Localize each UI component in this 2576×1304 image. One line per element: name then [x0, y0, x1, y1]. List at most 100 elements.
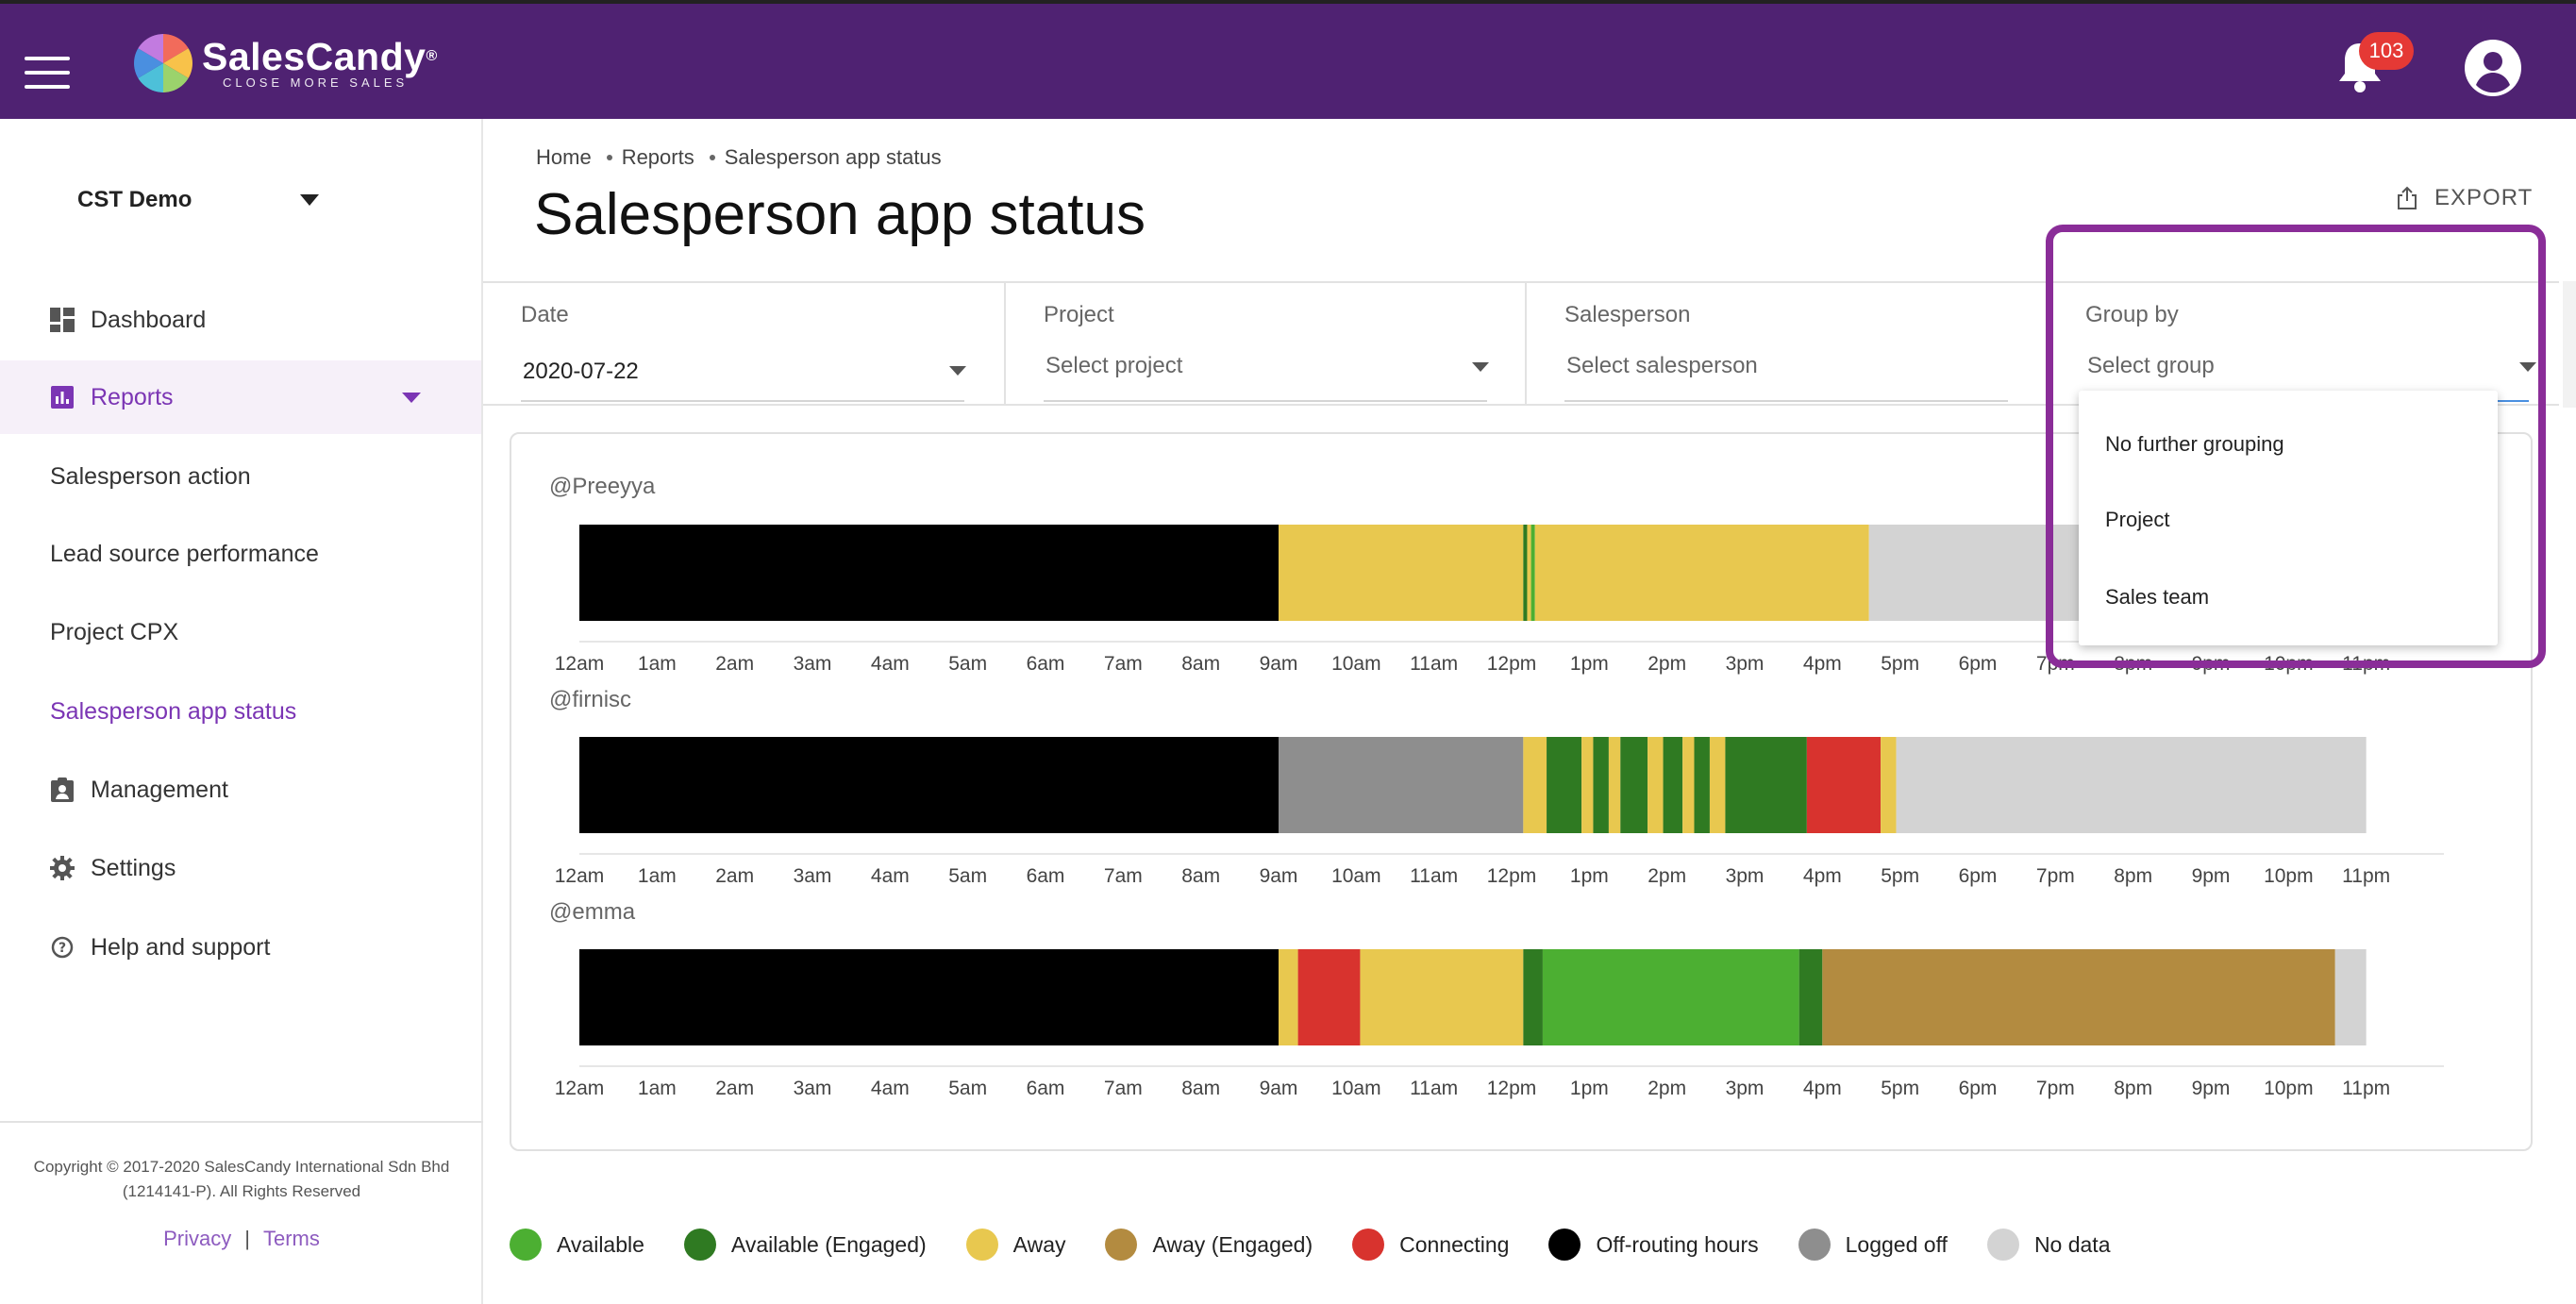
top-app-bar: SalesCandy® CLOSE MORE SALES 103: [0, 0, 2576, 119]
x-tick-label: 9am: [1260, 1078, 1298, 1099]
x-tick-label: 2pm: [1648, 1078, 1686, 1099]
scrollbar[interactable]: [2563, 281, 2576, 408]
logo-ball-icon: [134, 34, 192, 92]
timeline-segment: [1523, 737, 1547, 833]
project-filter-underline: [1044, 400, 1487, 402]
x-tick-label: 6am: [1027, 1078, 1065, 1099]
x-tick-label: 8pm: [2114, 865, 2152, 887]
timeline-segment: [579, 949, 1279, 1045]
clipboard-icon: [49, 777, 75, 803]
privacy-link[interactable]: Privacy: [163, 1227, 232, 1250]
timeline-segment: [1297, 949, 1361, 1045]
legend: Available Available (Engaged) Away Away …: [510, 1229, 2150, 1261]
copyright: Copyright © 2017-2020 SalesCandy Interna…: [0, 1155, 483, 1204]
legend-label: Away: [1012, 1231, 1066, 1257]
user-avatar-icon[interactable]: [2465, 40, 2521, 96]
sidebar-item-reports[interactable]: Reports: [0, 360, 481, 434]
x-tick-label: 5pm: [1881, 865, 1919, 887]
copyright-line-1: Copyright © 2017-2020 SalesCandy Interna…: [33, 1158, 450, 1176]
x-tick-label: 12pm: [1487, 1078, 1537, 1099]
timeline-segment: [579, 737, 1279, 833]
group-by-select[interactable]: Select group: [2087, 353, 2215, 378]
x-tick-label: 6pm: [1959, 1078, 1998, 1099]
salesperson-filter[interactable]: Salesperson Select salesperson: [1527, 283, 2048, 406]
org-caret-icon[interactable]: [300, 194, 319, 206]
sidebar-item-help-and-support[interactable]: ? Help and support: [0, 911, 481, 984]
timeline-segment: [1822, 949, 2335, 1045]
legend-item-away-engaged: Away (Engaged): [1105, 1229, 1313, 1261]
legend-swatch: [1352, 1229, 1385, 1261]
x-tick-label: 1am: [638, 865, 677, 887]
x-tick-label: 9am: [1260, 865, 1298, 887]
x-tick-label: 6am: [1027, 865, 1065, 887]
x-tick-label: 8pm: [2114, 1078, 2152, 1099]
chevron-down-icon[interactable]: [2519, 362, 2536, 372]
x-tick-label: 12pm: [1487, 865, 1537, 887]
sidebar-item-management[interactable]: Management: [0, 753, 481, 827]
x-tick-label: 2am: [715, 653, 754, 675]
x-tick-label: 1pm: [1570, 653, 1609, 675]
sidebar-item-project-cpx[interactable]: Project CPX: [0, 595, 481, 669]
legend-label: Away (Engaged): [1152, 1231, 1313, 1257]
timeline-segment: [1806, 737, 1882, 833]
timeline-segment: [1279, 737, 1524, 833]
project-filter-label: Project: [1044, 302, 1114, 327]
chevron-down-icon[interactable]: [949, 366, 966, 376]
sidebar-item-salesperson-app-status[interactable]: Salesperson app status: [0, 675, 481, 748]
x-tick-label: 11pm: [2342, 1078, 2390, 1099]
timeline-segment: [1709, 737, 1726, 833]
group-by-filter-label: Group by: [2085, 302, 2179, 327]
terms-link[interactable]: Terms: [262, 1227, 320, 1250]
salesperson-select[interactable]: Select salesperson: [1566, 353, 1758, 378]
group-option-no-further-grouping[interactable]: No further grouping: [2105, 432, 2284, 456]
breadcrumb-reports[interactable]: Reports: [621, 145, 694, 169]
timeline-segment: [1593, 737, 1609, 833]
footer-separator: |: [244, 1227, 250, 1250]
timeline-segment: [1694, 737, 1710, 833]
breadcrumb-home[interactable]: Home: [536, 145, 592, 169]
x-tick-label: 7pm: [2036, 865, 2075, 887]
series-name: @firnisc: [549, 687, 632, 712]
sidebar-item-dashboard[interactable]: Dashboard: [0, 283, 481, 357]
x-tick-label: 7am: [1104, 1078, 1143, 1099]
legend-item-available: Available: [510, 1229, 644, 1261]
sidebar-item-label: Salesperson action: [50, 462, 251, 490]
timeline-segment: [1581, 737, 1594, 833]
sidebar: CST Demo Dashboard Reports Salesperson a…: [0, 119, 483, 1304]
x-tick-label: 1am: [638, 1078, 677, 1099]
legend-label: Logged off: [1845, 1231, 1948, 1257]
legend-label: No data: [2033, 1231, 2111, 1257]
x-tick-label: 1pm: [1570, 865, 1609, 887]
export-button[interactable]: EXPORT: [2397, 185, 2533, 211]
x-tick-label: 6am: [1027, 653, 1065, 675]
x-tick-label: 9pm: [2192, 865, 2231, 887]
chevron-down-icon[interactable]: [402, 393, 421, 403]
brand-logo[interactable]: SalesCandy® CLOSE MORE SALES: [134, 34, 438, 92]
x-tick-label: 10pm: [2264, 865, 2314, 887]
sidebar-item-lead-source-performance[interactable]: Lead source performance: [0, 517, 481, 591]
sidebar-item-salesperson-action[interactable]: Salesperson action: [0, 440, 481, 513]
menu-icon[interactable]: [25, 57, 70, 91]
org-name: CST Demo: [77, 187, 192, 212]
legend-label: Available (Engaged): [730, 1231, 927, 1257]
sidebar-item-settings[interactable]: Settings: [0, 831, 481, 905]
project-select[interactable]: Select project: [1045, 353, 1183, 378]
x-tick-label: 12pm: [1487, 653, 1537, 675]
date-filter-value[interactable]: 2020-07-22: [523, 359, 639, 384]
x-tick-label: 2am: [715, 1078, 754, 1099]
project-filter[interactable]: Project Select project: [1006, 283, 1527, 406]
sidebar-item-label: Dashboard: [91, 306, 207, 333]
sidebar-item-label: Salesperson app status: [50, 697, 297, 725]
x-tick-label: 5pm: [1881, 653, 1919, 675]
sidebar-divider: [0, 1121, 483, 1123]
date-filter[interactable]: Date 2020-07-22: [483, 283, 1006, 406]
legend-label: Connecting: [1399, 1231, 1510, 1257]
x-tick-label: 8am: [1181, 653, 1220, 675]
x-tick-label: 7am: [1104, 653, 1143, 675]
group-option-project[interactable]: Project: [2105, 508, 2170, 531]
group-option-sales-team[interactable]: Sales team: [2105, 585, 2210, 609]
x-tick-label: 12am: [555, 865, 605, 887]
sidebar-item-label: Reports: [91, 383, 174, 410]
chevron-down-icon[interactable]: [1472, 362, 1489, 372]
timeline-segment: [579, 525, 1279, 621]
